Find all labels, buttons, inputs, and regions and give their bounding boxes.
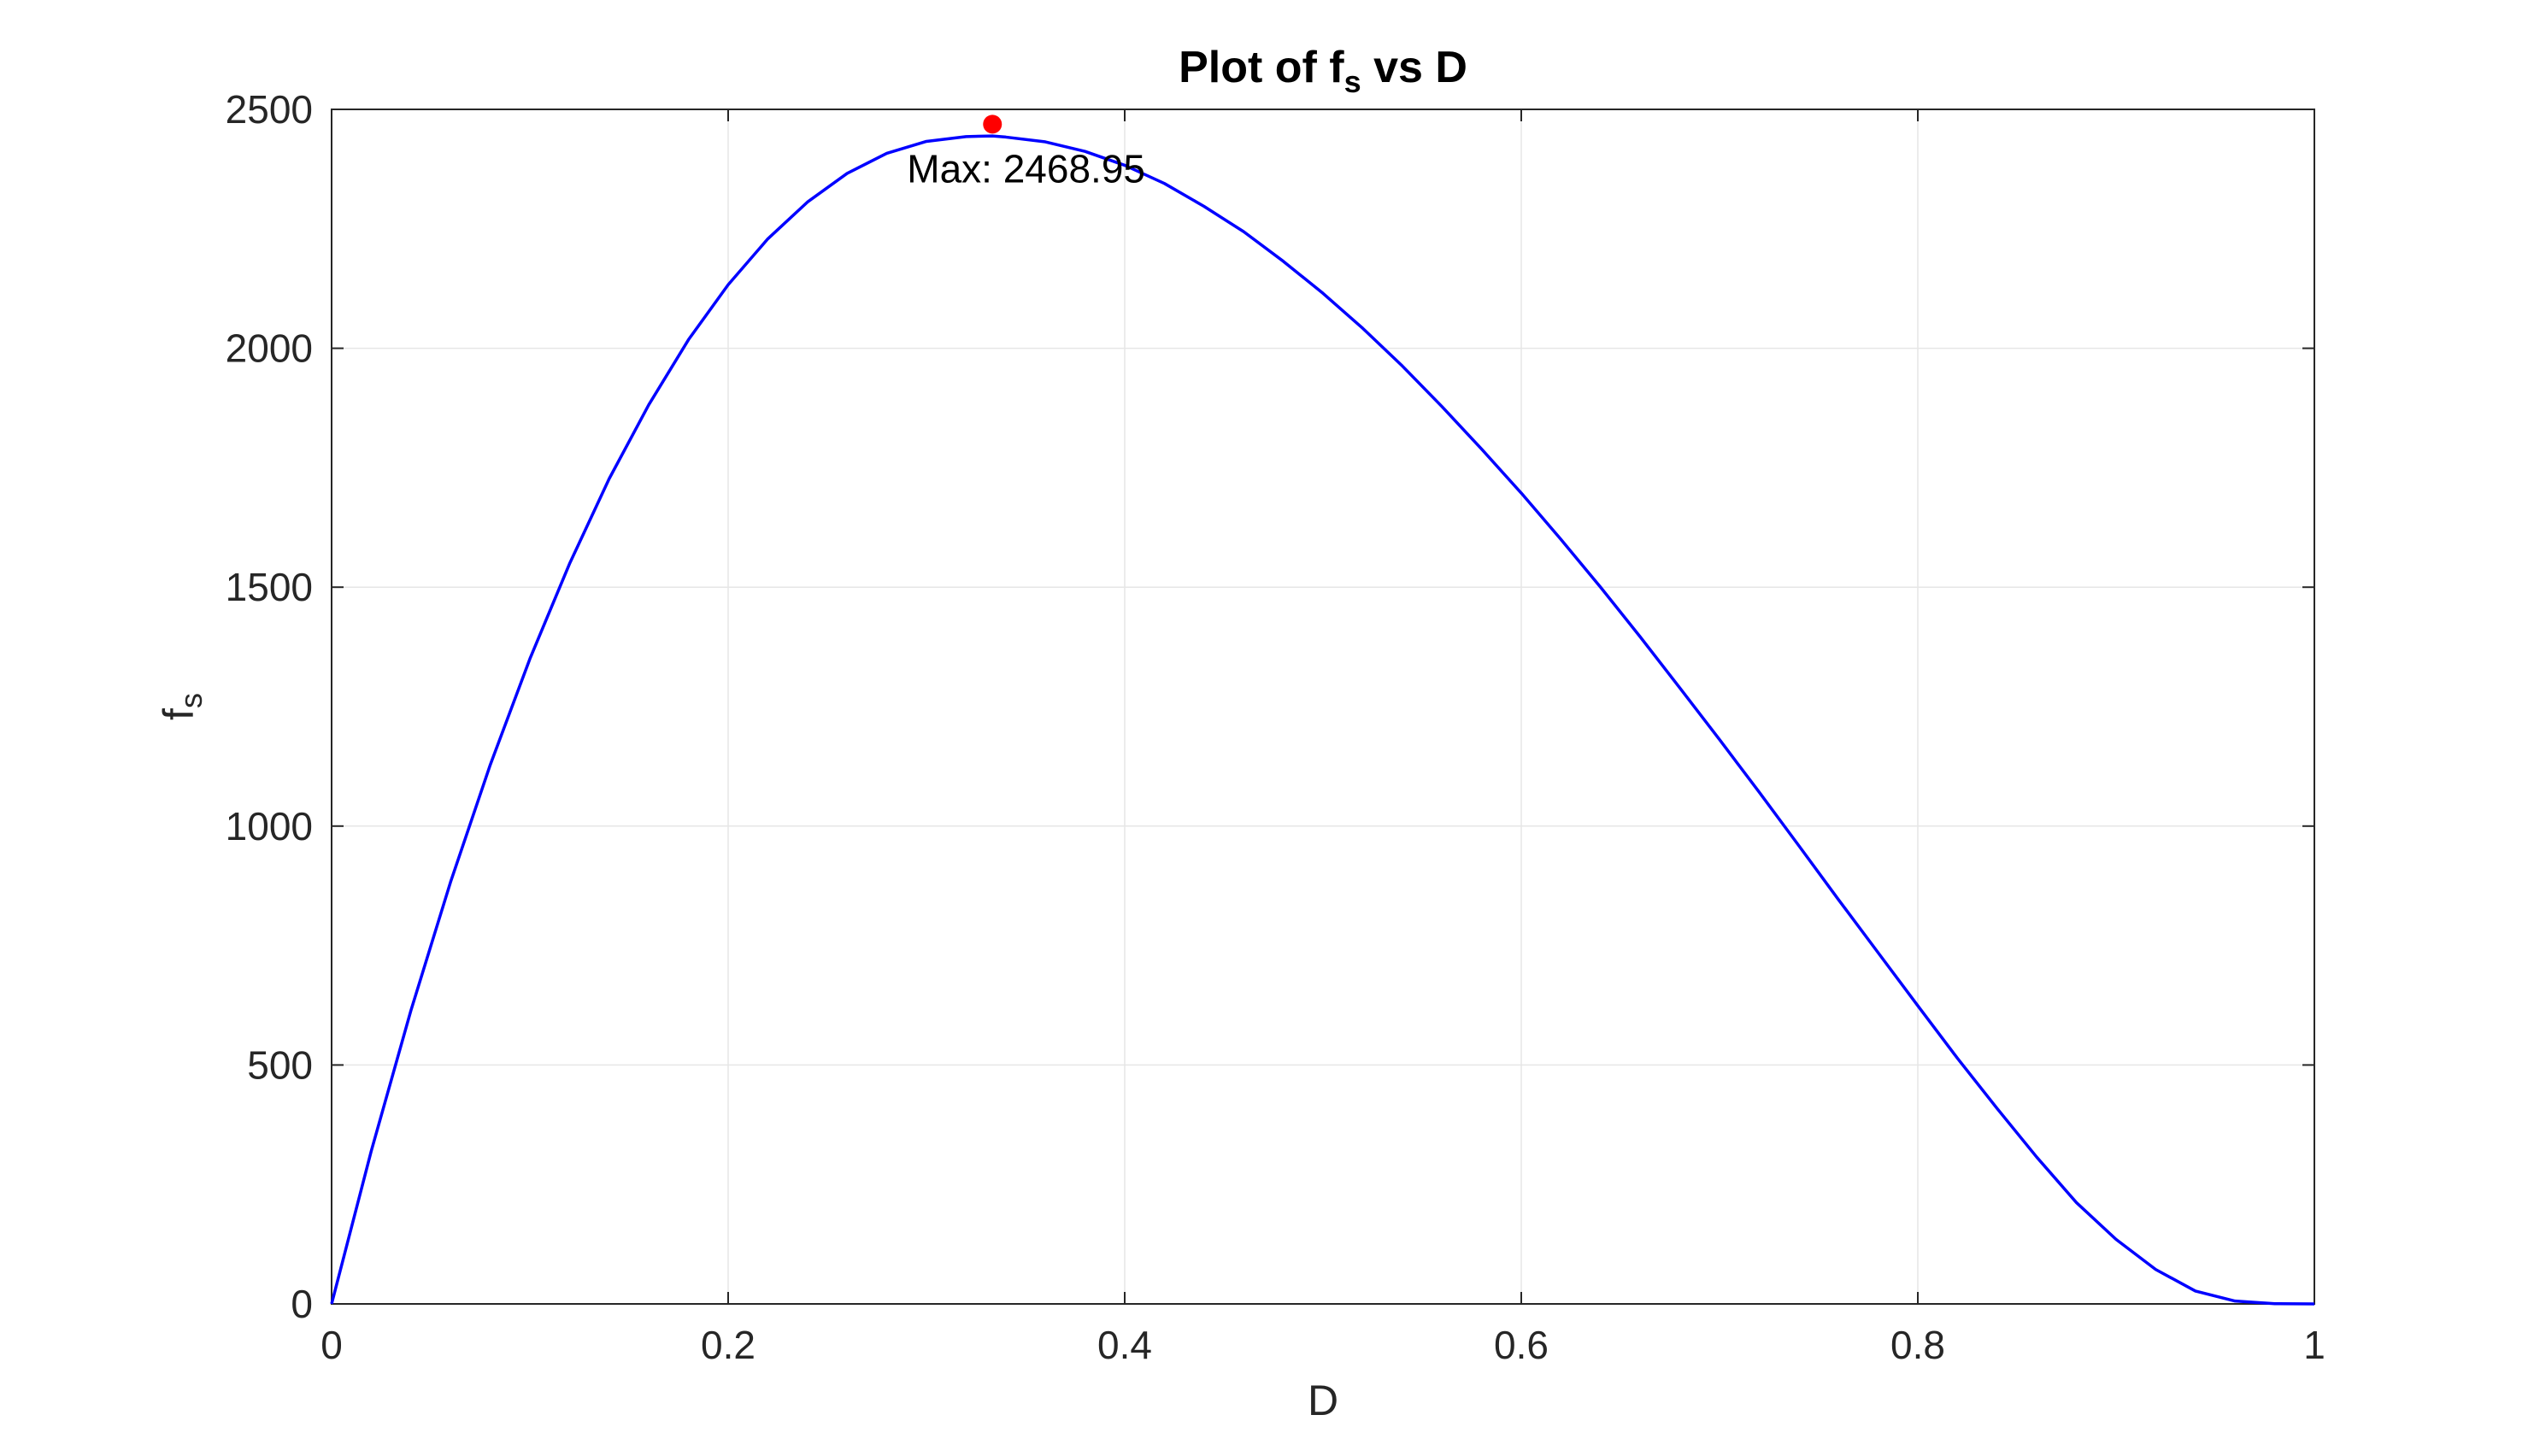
max-point-marker <box>983 114 1002 134</box>
y-tick-label: 500 <box>247 1042 313 1087</box>
y-tick-label: 2000 <box>226 326 313 371</box>
chart-title-subscript: s <box>1344 64 1361 99</box>
y-axis-label-subscript: s <box>173 693 209 708</box>
tick-layer: 0 0.2 0.4 0.6 0.8 1 0 500 1000 1500 2000 2500 <box>226 87 2325 1367</box>
max-annotation: Max: 2468.95 <box>907 146 1145 191</box>
y-tick-label: 1000 <box>226 804 313 848</box>
y-tick-label: 0 <box>291 1282 313 1326</box>
marker-layer: Max: 2468.95 <box>907 114 1145 191</box>
y-tick-label: 2500 <box>226 87 313 132</box>
chart-title: Plot of fs vs D <box>1179 43 1467 99</box>
chart-title-tail: vs D <box>1361 43 1467 92</box>
x-tick-label: 0.6 <box>1494 1323 1549 1367</box>
y-axis-label-main: f <box>155 708 203 720</box>
x-tick-label: 0.4 <box>1097 1323 1152 1367</box>
y-axis-label: fs <box>155 693 209 720</box>
x-axis-label: D <box>1308 1377 1338 1424</box>
x-tick-label: 1 <box>2303 1323 2325 1367</box>
series-line <box>330 134 2315 1306</box>
chart-title-main: Plot of f <box>1179 43 1344 92</box>
x-tick-label: 0.8 <box>1890 1323 1945 1367</box>
series-layer <box>330 134 2315 1306</box>
y-tick-label: 1500 <box>226 565 313 609</box>
plot-area-frame <box>331 109 2315 1305</box>
x-tick-label: 0.2 <box>701 1323 756 1367</box>
x-tick-label: 0 <box>320 1323 343 1367</box>
